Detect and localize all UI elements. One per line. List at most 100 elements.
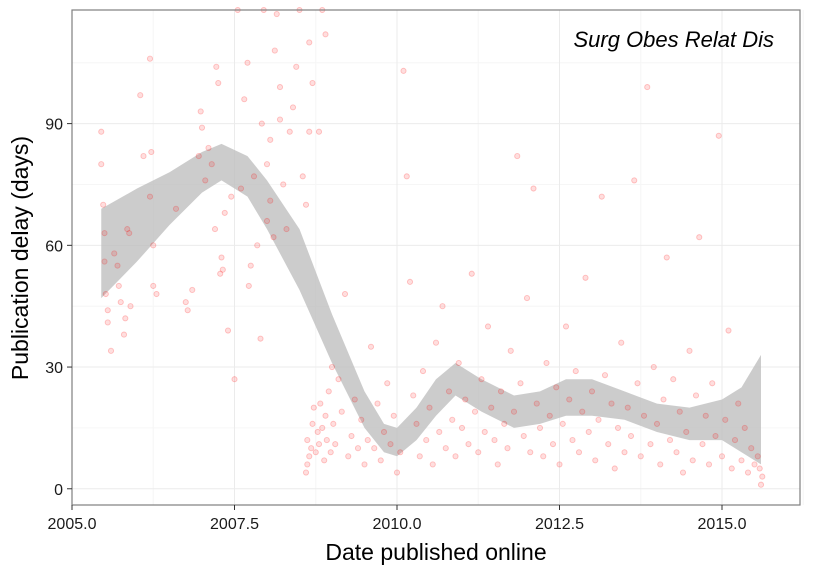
data-point: [754, 453, 761, 460]
data-point: [270, 234, 277, 241]
data-point: [122, 315, 129, 322]
data-point: [504, 445, 511, 452]
data-point: [683, 428, 690, 436]
data-point: [452, 453, 459, 460]
y-tick-label: 60: [45, 238, 63, 255]
data-point: [310, 404, 317, 411]
data-point: [98, 161, 105, 168]
data-point: [468, 270, 475, 277]
data-point: [569, 437, 576, 444]
data-point: [705, 461, 713, 468]
data-point: [507, 347, 514, 354]
data-point: [728, 465, 735, 472]
data-point: [124, 226, 131, 233]
x-axis-ticks: 2005.0 2007.5 2010.0 2012.5 2015.0: [48, 505, 747, 533]
data-point: [627, 432, 635, 440]
data-point: [741, 424, 748, 431]
data-point: [341, 290, 349, 298]
data-point: [660, 396, 667, 403]
data-point: [748, 445, 755, 452]
data-point: [146, 55, 154, 62]
data-point: [686, 347, 693, 354]
data-point: [273, 11, 280, 18]
data-point: [410, 392, 417, 399]
data-point: [572, 368, 579, 375]
data-point: [605, 441, 612, 448]
data-point: [471, 408, 479, 415]
data-point: [308, 445, 315, 452]
data-point: [621, 449, 628, 456]
data-point: [387, 441, 394, 448]
data-point: [211, 226, 219, 233]
data-point: [393, 469, 401, 476]
data-point: [257, 335, 264, 342]
data-point: [319, 424, 326, 431]
data-point: [115, 282, 122, 289]
data-point: [258, 120, 265, 127]
data-point: [325, 388, 332, 395]
data-point: [397, 449, 404, 456]
data-point: [309, 420, 316, 427]
data-point: [380, 428, 388, 436]
data-point: [306, 39, 313, 46]
data-point: [351, 396, 358, 403]
data-point: [696, 234, 703, 241]
data-point: [553, 384, 560, 391]
data-point: [367, 343, 375, 350]
data-point: [679, 469, 687, 476]
data-point: [330, 420, 337, 427]
x-tick-label: 2012.5: [535, 516, 584, 533]
data-point: [423, 437, 430, 444]
data-point: [245, 282, 252, 289]
data-point: [111, 250, 118, 257]
data-point: [364, 437, 371, 444]
data-point: [104, 319, 111, 326]
data-point: [442, 445, 449, 452]
data-point: [182, 299, 189, 306]
data-point: [150, 242, 157, 249]
data-point: [618, 339, 625, 346]
data-point: [559, 420, 566, 427]
data-point: [432, 339, 440, 346]
data-point: [715, 132, 722, 139]
data-point: [390, 412, 397, 419]
data-point: [101, 230, 108, 237]
data-point: [205, 144, 212, 152]
data-point: [304, 461, 311, 468]
data-point: [608, 400, 615, 407]
data-point: [517, 380, 524, 387]
data-point: [533, 400, 540, 407]
data-point: [224, 327, 232, 334]
data-point: [271, 47, 278, 54]
data-point: [692, 392, 700, 399]
data-point: [117, 299, 124, 306]
data-point: [556, 461, 563, 468]
data-point: [566, 396, 573, 403]
data-point: [317, 400, 324, 407]
data-point: [403, 173, 410, 180]
data-point: [208, 161, 215, 168]
y-tick-label: 0: [54, 482, 63, 499]
data-point: [644, 84, 651, 91]
data-point: [663, 254, 670, 261]
data-point: [332, 441, 339, 448]
data-point: [699, 441, 706, 448]
data-point: [546, 412, 553, 419]
data-point: [219, 266, 226, 273]
y-axis-title: Publication delay (days): [7, 136, 33, 380]
data-point: [598, 193, 605, 200]
data-point: [676, 408, 683, 415]
data-point: [406, 278, 414, 285]
data-point: [322, 31, 329, 38]
data-point: [562, 323, 570, 330]
data-point: [426, 404, 433, 411]
data-point: [283, 226, 290, 233]
data-point: [361, 461, 368, 468]
plot-border: [71, 9, 801, 506]
data-point: [647, 441, 654, 448]
smooth-confidence-ribbon: [101, 143, 761, 465]
data-point: [127, 303, 134, 310]
y-tick-label: 30: [45, 360, 63, 377]
data-point: [510, 408, 518, 415]
